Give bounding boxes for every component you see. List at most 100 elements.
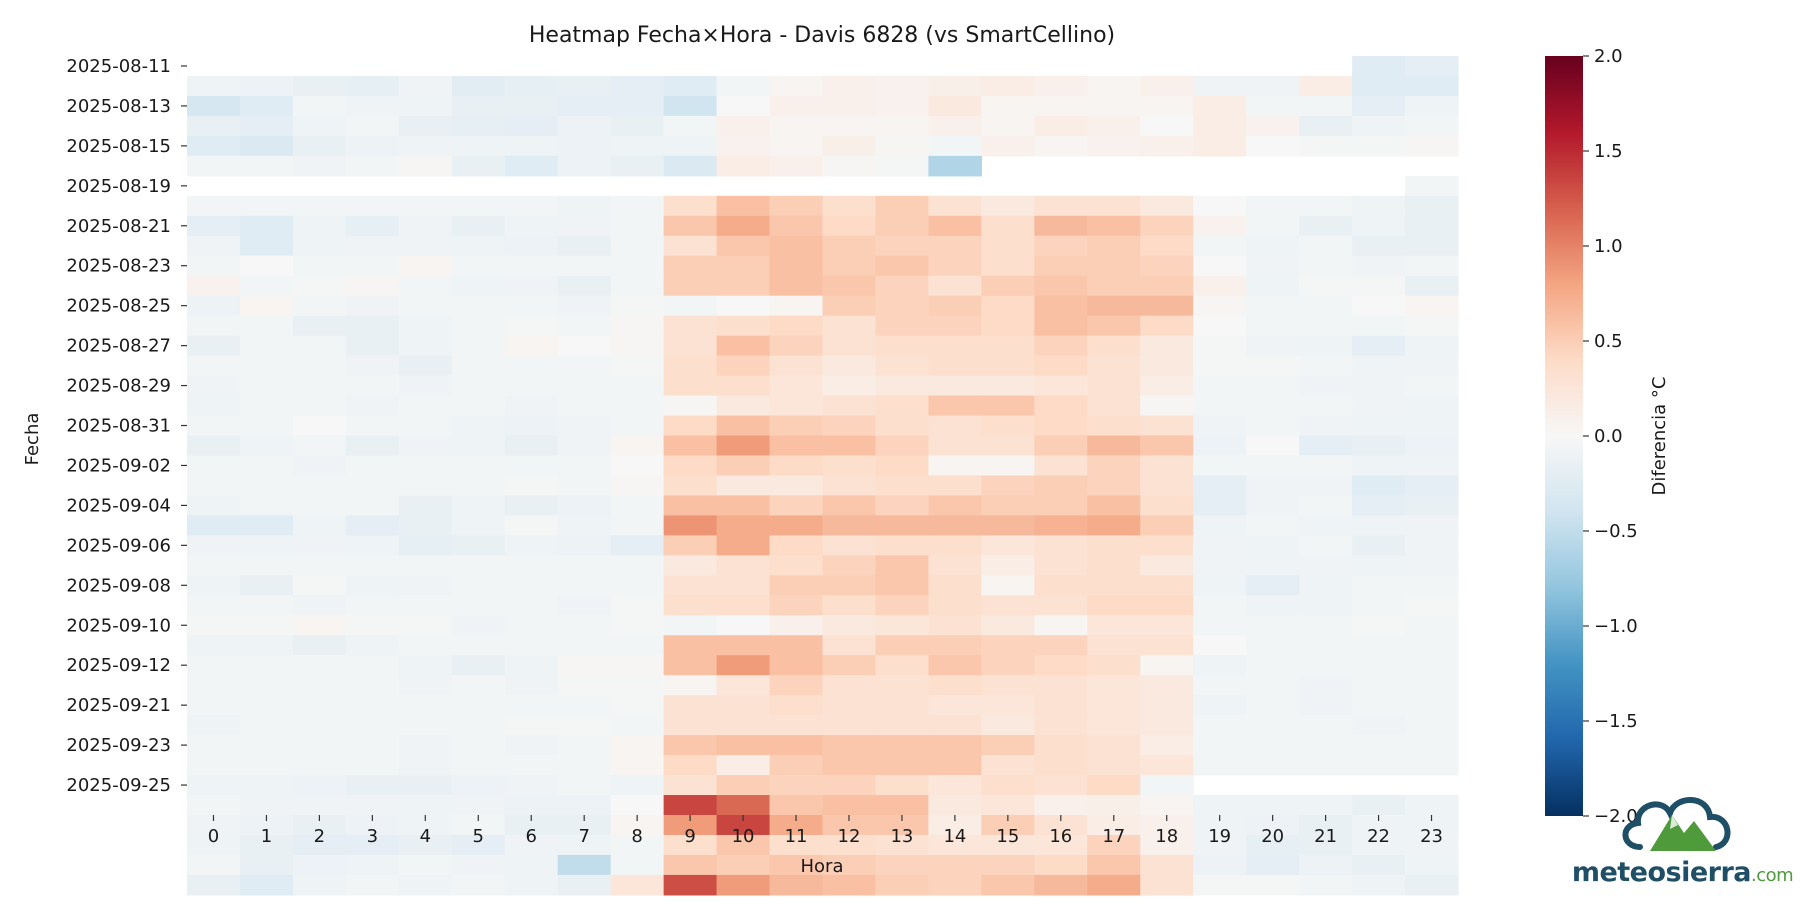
heatmap-cell — [822, 95, 877, 117]
heatmap-cell — [187, 455, 241, 477]
heatmap-cell — [1140, 255, 1194, 277]
brand-name: meteosierra — [1571, 857, 1752, 888]
heatmap-cell — [1193, 295, 1247, 317]
heatmap-cell — [981, 515, 1035, 536]
heatmap-cell — [292, 854, 347, 876]
heatmap-cell — [928, 755, 982, 776]
heatmap-cell — [292, 535, 347, 556]
heatmap-cell — [187, 355, 241, 377]
heatmap-cell — [1352, 575, 1406, 596]
heatmap-cell — [504, 874, 559, 896]
heatmap-cell — [1299, 635, 1353, 656]
heatmap-cell — [1246, 575, 1300, 596]
heatmap-cell — [610, 435, 665, 457]
heatmap-cell — [769, 695, 824, 716]
heatmap-cell — [769, 335, 824, 357]
heatmap-cell — [769, 595, 824, 616]
heatmap-cell — [1246, 255, 1300, 277]
heatmap-cell — [345, 555, 400, 576]
heatmap-cell — [663, 615, 718, 636]
heatmap-cell — [716, 515, 771, 536]
heatmap-cell — [1246, 355, 1300, 377]
heatmap-cell — [1140, 295, 1194, 317]
heatmap-cell — [610, 715, 665, 736]
heatmap-cell — [610, 135, 665, 157]
heatmap-cell — [239, 775, 294, 796]
heatmap-cell — [610, 335, 665, 357]
heatmap-cell — [504, 515, 559, 536]
heatmap-cell — [875, 815, 930, 836]
heatmap-cell — [187, 115, 241, 137]
heatmap-cell — [398, 535, 453, 556]
heatmap-cell — [187, 195, 241, 217]
heatmap-cell — [1352, 834, 1406, 856]
heatmap-cell — [1352, 435, 1406, 457]
heatmap-cell — [451, 375, 506, 397]
heatmap-cell — [981, 495, 1035, 516]
heatmap-cell — [663, 115, 718, 137]
heatmap-cell — [451, 555, 506, 576]
heatmap-cell — [398, 355, 453, 377]
heatmap-cell — [345, 135, 400, 157]
heatmap-cell — [610, 854, 665, 876]
heatmap-cell — [292, 655, 347, 676]
heatmap-cell — [610, 475, 665, 497]
heatmap-cell — [239, 355, 294, 377]
heatmap-cell — [557, 75, 612, 97]
heatmap-cell — [1034, 795, 1088, 816]
heatmap-cell — [1193, 135, 1247, 157]
heatmap-cell — [875, 675, 930, 696]
heatmap-cell — [716, 355, 771, 377]
y-tick-label: 2025-09-25 — [66, 775, 171, 796]
heatmap-cell — [1405, 575, 1459, 596]
heatmap-cell — [292, 675, 347, 696]
heatmap-cell — [1140, 455, 1194, 477]
heatmap-cell — [1034, 475, 1088, 497]
heatmap-cell — [1140, 95, 1194, 117]
heatmap-cell — [557, 834, 612, 856]
heatmap-cell — [716, 655, 771, 676]
heatmap-cell — [1299, 455, 1353, 477]
heatmap-cell — [610, 635, 665, 656]
heatmap-cell — [875, 874, 930, 896]
heatmap-cell — [1193, 795, 1247, 816]
heatmap-cell — [1405, 175, 1459, 197]
heatmap-cell — [875, 115, 930, 137]
heatmap-cell — [928, 115, 982, 137]
colorbar-ticks: 2.0 1.5 1.0 0.5 0.0 −0.5 −1.0 −1.5 −2.0 — [1583, 46, 1638, 827]
heatmap-cell — [1140, 235, 1194, 257]
colorbar-tick-label: 2.0 — [1594, 46, 1623, 67]
heatmap-cell — [292, 115, 347, 137]
heatmap-cell — [451, 155, 506, 177]
heatmap-cell — [1405, 335, 1459, 357]
heatmap-cell — [822, 115, 877, 137]
heatmap-cell — [981, 115, 1035, 137]
heatmap-cell — [557, 295, 612, 317]
heatmap-cell — [239, 515, 294, 536]
heatmap-cell — [875, 515, 930, 536]
heatmap-cell — [1246, 95, 1300, 117]
heatmap-cell — [239, 535, 294, 556]
heatmap-cell — [1087, 495, 1141, 516]
heatmap-cell — [1352, 56, 1406, 77]
x-tick-label: 1 — [261, 826, 272, 847]
heatmap-cell — [875, 95, 930, 117]
heatmap-cell — [557, 515, 612, 536]
heatmap-cell — [610, 195, 665, 217]
heatmap-cell — [504, 415, 559, 437]
heatmap-cell — [981, 315, 1035, 337]
heatmap-cell — [1405, 215, 1459, 237]
heatmap-cell — [1087, 874, 1141, 896]
heatmap-cell — [451, 655, 506, 676]
heatmap-cell — [398, 615, 453, 636]
heatmap-cell — [1246, 315, 1300, 337]
x-axis-ticks: 0 1 2 3 4 5 6 7 8 9 10 11 12 13 14 15 16 17 18 19 20 21 22 23 — [208, 815, 1443, 847]
heatmap-cell — [875, 435, 930, 457]
heatmap-cell — [345, 495, 400, 516]
heatmap-cell — [610, 515, 665, 536]
heatmap-cell — [981, 415, 1035, 437]
heatmap-cell — [663, 415, 718, 437]
heatmap-cell — [610, 755, 665, 776]
heatmap-cell — [663, 595, 718, 616]
